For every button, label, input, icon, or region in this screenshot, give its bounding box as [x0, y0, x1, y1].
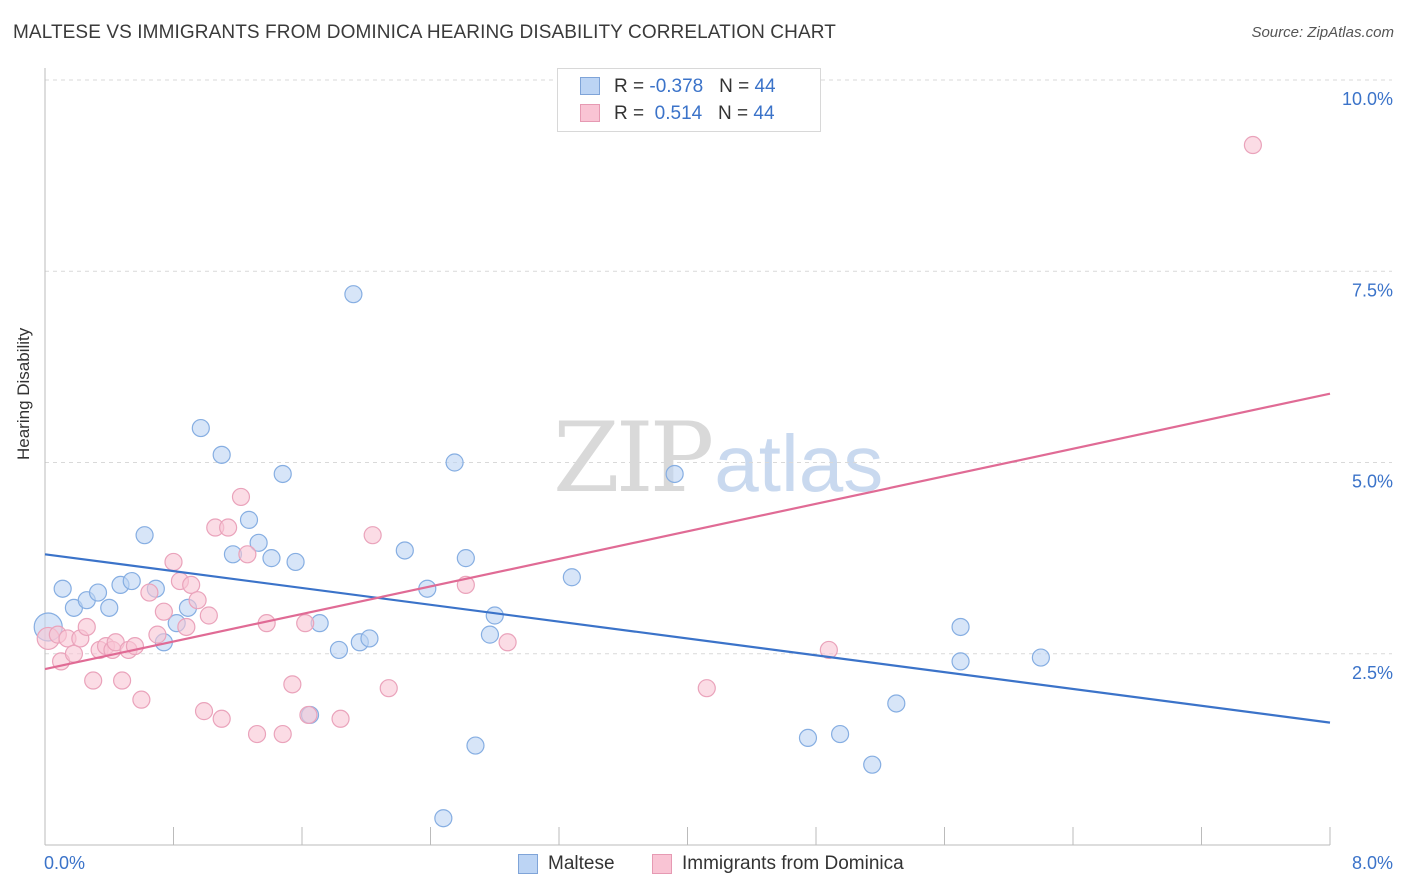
dominica-point	[273, 724, 292, 744]
y-tick-label: 7.5%	[1352, 280, 1393, 300]
x-tick-label: 0.0%	[44, 853, 85, 873]
dominica-point	[188, 591, 207, 610]
dominica-swatch	[580, 104, 600, 122]
dominica-point	[1243, 135, 1263, 155]
maltese-point	[951, 617, 970, 637]
dominica-point	[77, 617, 96, 637]
dominica-legend-label: Immigrants from Dominica	[682, 853, 904, 874]
maltese-point	[88, 583, 108, 602]
maltese-point	[480, 625, 500, 644]
dominica-point	[231, 487, 251, 507]
maltese-point	[951, 652, 970, 671]
dominica-legend-swatch	[652, 854, 672, 874]
maltese-point	[239, 510, 259, 529]
maltese-point	[329, 640, 349, 660]
maltese-swatch	[580, 77, 600, 95]
dominica-point	[363, 526, 382, 545]
x-tick-label: 8.0%	[1352, 853, 1393, 873]
dominica-point	[164, 552, 183, 572]
maltese-point	[344, 285, 363, 304]
dominica-point	[148, 625, 167, 644]
dominica-point	[283, 675, 302, 694]
dominica-point	[154, 602, 173, 621]
y-axis-label: Hearing Disability	[14, 327, 33, 460]
n-value: 44	[753, 103, 775, 124]
dominica-point	[697, 679, 716, 698]
dominica-point	[64, 644, 84, 663]
dominica-point	[299, 705, 318, 725]
legend-row-text: R = -0.378 N = 44	[614, 76, 776, 98]
dominica-point	[498, 633, 517, 652]
dominica-point	[132, 690, 151, 709]
dominica-point	[219, 518, 238, 537]
maltese-point	[122, 571, 141, 591]
dominica-trend-line	[44, 392, 1331, 671]
dominica-point	[194, 702, 214, 721]
maltese-point	[485, 606, 504, 625]
maltese-point	[863, 755, 882, 774]
dominica-point	[238, 545, 257, 564]
chart-title: MALTESE VS IMMIGRANTS FROM DOMINICA HEAR…	[13, 22, 836, 43]
dominica-point	[199, 606, 218, 625]
n-label: N =	[719, 76, 755, 97]
r-label: R =	[614, 76, 650, 97]
maltese-point	[445, 453, 464, 472]
maltese-point	[100, 598, 119, 617]
maltese-point	[665, 464, 684, 484]
maltese-point	[562, 568, 581, 587]
n-value: 44	[754, 76, 776, 97]
source-label: Source: ZipAtlas.com	[1251, 24, 1394, 41]
dominica-point	[212, 709, 231, 728]
dominica-point	[379, 679, 398, 698]
maltese-point	[887, 694, 906, 713]
r-value: -0.378	[649, 76, 704, 97]
y-tick-label: 2.5%	[1352, 663, 1393, 683]
n-label: N =	[718, 103, 754, 124]
legend-row-text: R = 0.514 N = 44	[614, 103, 775, 125]
r-value: 0.514	[649, 103, 703, 124]
r-label: R =	[614, 103, 650, 124]
maltese-point	[798, 728, 818, 748]
maltese-legend-label: Maltese	[548, 853, 615, 874]
dominica-point	[331, 709, 350, 728]
dominica-point	[182, 575, 201, 595]
y-tick-label: 10.0%	[1342, 89, 1393, 109]
dominica-point	[819, 640, 838, 660]
maltese-point	[466, 736, 485, 755]
dominica-point	[112, 671, 132, 690]
maltese-point	[212, 445, 231, 464]
maltese-point	[262, 549, 281, 568]
maltese-trend-line	[44, 553, 1331, 724]
maltese-point	[53, 579, 72, 598]
maltese-point	[434, 809, 453, 828]
maltese-point	[273, 464, 292, 484]
maltese-point	[286, 552, 305, 572]
maltese-legend-swatch	[518, 854, 538, 874]
maltese-point	[830, 724, 850, 744]
y-tick-label: 5.0%	[1352, 472, 1393, 492]
dominica-point	[177, 617, 196, 637]
dominica-point	[247, 724, 267, 744]
maltese-point	[249, 533, 268, 552]
dominica-point	[84, 671, 103, 690]
dominica-point	[140, 583, 159, 602]
maltese-point	[395, 541, 414, 560]
correlation-legend: R = -0.378 N = 44 R = 0.514 N = 44	[557, 68, 821, 132]
maltese-point	[191, 418, 210, 438]
maltese-point	[135, 526, 154, 545]
maltese-point	[360, 629, 379, 648]
maltese-point	[1031, 648, 1050, 667]
dominica-point	[296, 614, 315, 633]
series-legend: Maltese Immigrants from Dominica	[0, 852, 1406, 878]
maltese-point	[456, 549, 475, 568]
